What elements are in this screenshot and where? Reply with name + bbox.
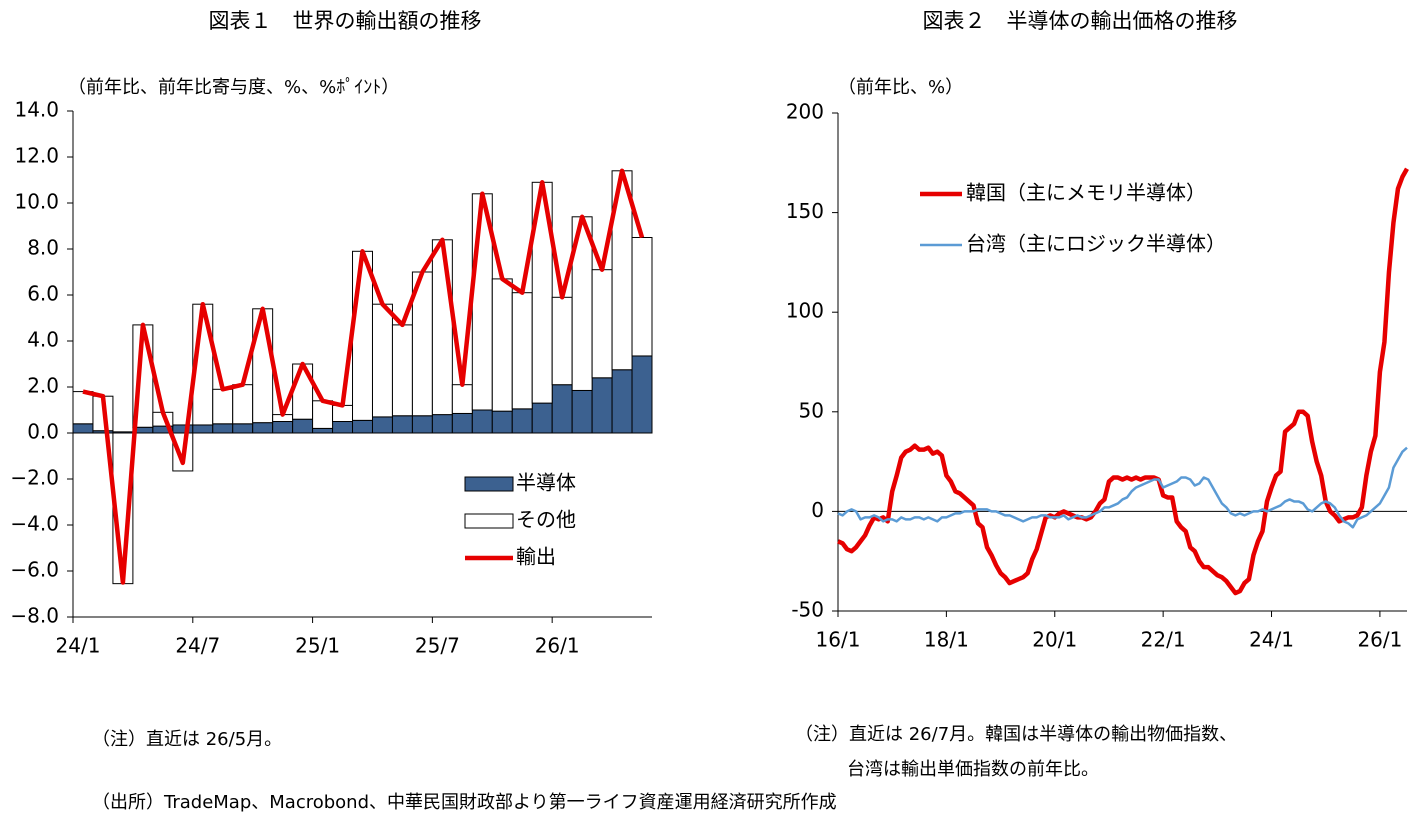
bar	[232, 423, 254, 434]
bar	[591, 377, 613, 434]
y-tick-label: 10.0	[14, 190, 59, 214]
bar	[292, 418, 314, 434]
bar	[212, 388, 234, 425]
bar	[252, 308, 274, 424]
chart-title: 図表２ 半導体の輸出価格の推移	[923, 9, 1238, 33]
bar	[571, 389, 593, 434]
bar	[411, 415, 433, 434]
y-tick-label: 12.0	[14, 144, 59, 168]
legend-swatch	[464, 476, 514, 492]
legend-label: 台湾（主にロジック半導体）	[966, 232, 1226, 256]
bar	[611, 369, 633, 434]
unit-label: （前年比、前年比寄与度、%、%ﾎﾟｲﾝﾄ）	[68, 77, 399, 98]
y-tick-label: -50	[791, 598, 824, 622]
line	[837, 446, 1408, 529]
legend-label: 半導体	[516, 471, 576, 495]
bar	[531, 402, 553, 434]
bar	[232, 384, 254, 425]
bar	[72, 391, 94, 425]
note: （注）直近は 26/5月。	[92, 729, 282, 750]
y-tick-label: 14.0	[14, 98, 59, 122]
bar	[312, 427, 334, 434]
y-tick-label: 6.0	[27, 282, 59, 306]
x-tick-label: 20/1	[1032, 628, 1077, 652]
x-tick-label: 24/1	[56, 634, 101, 658]
legend-swatch	[464, 513, 514, 529]
bar	[332, 404, 354, 422]
bar	[551, 384, 573, 434]
y-tick-label: 150	[786, 199, 824, 223]
bar	[511, 408, 533, 434]
bar	[391, 324, 413, 417]
bar	[371, 416, 393, 434]
bar	[312, 400, 334, 429]
bar	[371, 303, 393, 418]
y-tick-label: 4.0	[27, 328, 59, 352]
y-tick-label: 0	[811, 498, 824, 522]
y-tick-label: −4.0	[10, 512, 59, 536]
bar	[391, 415, 413, 434]
y-tick-label: 8.0	[27, 236, 59, 260]
x-tick-label: 22/1	[1141, 628, 1186, 652]
x-tick-label: 26/1	[535, 634, 580, 658]
y-tick-label: −6.0	[10, 558, 59, 582]
unit-label: （前年比、%）	[838, 77, 963, 98]
x-tick-label: 25/7	[415, 634, 460, 658]
y-tick-label: 0.0	[27, 420, 59, 444]
legend-label: 韓国（主にメモリ半導体）	[966, 181, 1206, 205]
legend-label: その他	[516, 508, 576, 532]
bar	[491, 278, 513, 412]
y-tick-label: −2.0	[10, 466, 59, 490]
bar	[72, 423, 94, 434]
bar	[471, 409, 493, 434]
y-tick-label: −8.0	[10, 604, 59, 628]
bar	[352, 250, 373, 421]
bar	[352, 419, 373, 434]
y-tick-label: 100	[786, 299, 824, 323]
x-tick-label: 18/1	[924, 628, 969, 652]
bar	[431, 239, 453, 416]
x-tick-label: 25/1	[295, 634, 340, 658]
x-tick-label: 24/1	[1249, 628, 1294, 652]
bar	[272, 421, 294, 434]
bar	[631, 237, 653, 357]
y-tick-label: 50	[799, 398, 824, 422]
y-tick-label: 200	[786, 100, 824, 124]
line	[837, 167, 1409, 596]
bar	[212, 423, 234, 434]
source: （出所）TradeMap、Macrobond、中華民国財政部より第一ライフ資産運…	[92, 792, 837, 813]
bar	[192, 424, 214, 434]
chart-title: 図表１ 世界の輸出額の推移	[209, 9, 482, 33]
bar	[431, 414, 453, 434]
bar	[172, 424, 194, 434]
bar	[332, 421, 354, 434]
bar	[451, 412, 473, 434]
bar	[451, 384, 473, 414]
bar	[252, 422, 274, 434]
note: 台湾は輸出単価指数の前年比。	[847, 759, 1099, 780]
y-tick-label: 2.0	[27, 374, 59, 398]
bar	[591, 269, 613, 379]
note: （注）直近は 26/7月。韓国は半導体の輸出物価指数、	[795, 724, 1237, 745]
x-tick-label: 26/1	[1357, 628, 1402, 652]
x-tick-label: 16/1	[816, 628, 861, 652]
line	[82, 168, 645, 585]
bar	[511, 292, 533, 410]
bar	[631, 355, 653, 434]
x-tick-label: 24/7	[175, 634, 220, 658]
legend-label: 輸出	[516, 545, 556, 569]
bar	[551, 296, 573, 386]
bar	[491, 410, 513, 434]
